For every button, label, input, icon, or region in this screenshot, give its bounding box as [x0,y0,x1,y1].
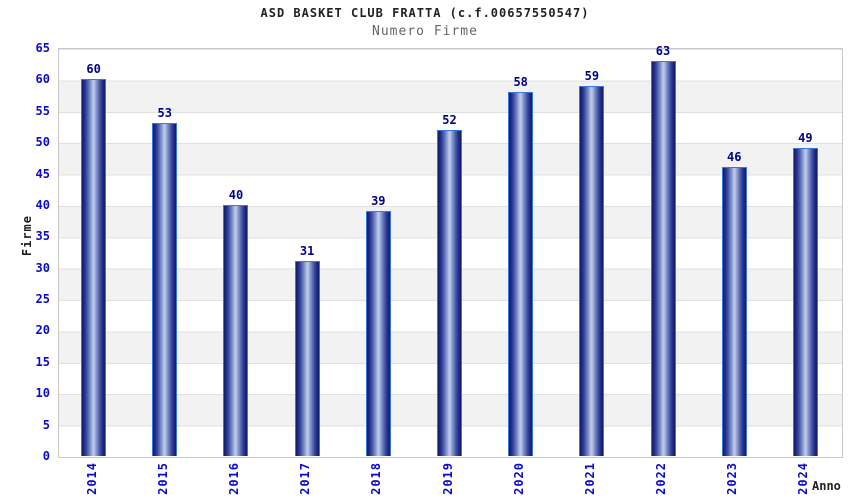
x-tick-label: 2019 [440,462,455,495]
chart-subtitle: Numero Firme [372,24,478,39]
bar-2023 [721,167,747,456]
bar-2018 [365,211,391,456]
bar-value-label: 49 [798,131,813,146]
x-tick-label: 2016 [226,462,241,495]
bar-2024 [792,148,818,456]
y-tick-label: 5 [42,417,50,432]
bar-2017 [294,261,320,456]
bar-value-label: 39 [371,194,386,209]
bar-2014 [81,79,107,456]
x-tick-label: 2023 [725,462,740,495]
y-tick-label: 0 [42,449,50,463]
bar-value-label: 63 [655,43,671,58]
x-tick-label: 2020 [511,462,526,495]
x-tick-label: 2014 [84,462,99,495]
x-tick-label: 2021 [582,462,597,495]
y-tick-label: 45 [35,166,50,181]
y-tick-label: 10 [35,386,50,401]
y-tick-label: 15 [35,354,50,369]
chart-title: ASD BASKET CLUB FRATTA (c.f.00657550547) [260,6,590,20]
y-tick-label: 30 [35,260,50,275]
y-tick-label: 35 [35,229,50,244]
bar-value-label: 60 [86,62,101,77]
bar-value-label: 52 [442,112,457,127]
bar-value-label: 58 [513,74,528,89]
x-tick-label: 2024 [796,462,811,495]
y-tick-label: 25 [35,292,50,307]
bar-value-label: 46 [726,150,742,165]
bar-2019 [437,129,462,456]
x-tick-label: 2022 [654,462,669,495]
y-tick-label: 55 [35,103,50,118]
y-tick-label: 40 [35,197,50,212]
bar-2022 [650,60,676,456]
x-tick-label: 2015 [155,462,170,495]
bar-value-label: 31 [299,244,315,259]
x-tick-label: 2018 [369,462,384,495]
bar-2016 [223,204,249,456]
bar-2021 [579,85,605,456]
bar-2020 [508,91,534,456]
y-tick-label: 65 [35,41,50,55]
y-tick-label: 50 [35,135,50,150]
x-axis-title: Anno [812,479,841,493]
bar-2015 [152,123,178,456]
bar-value-label: 40 [228,187,244,202]
x-tick-label: 2017 [298,462,313,495]
y-tick-label: 20 [35,323,50,338]
bar-value-label: 59 [584,68,600,83]
bar-value-label: 53 [157,106,172,121]
y-tick-label: 60 [35,72,50,87]
